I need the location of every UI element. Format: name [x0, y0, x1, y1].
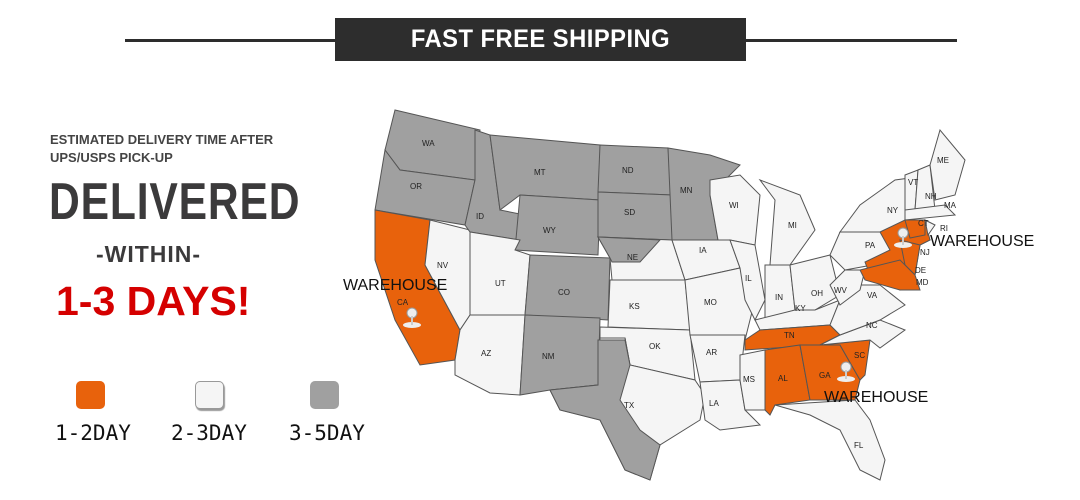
label-ia: IA — [699, 246, 707, 255]
state-wi — [709, 174, 761, 246]
label-sc: SC — [854, 351, 865, 360]
warehouse-pin-ga — [837, 361, 855, 382]
title-banner: FAST FREE SHIPPING — [335, 18, 746, 61]
label-wv: WV — [834, 286, 848, 295]
label-or: OR — [410, 182, 422, 191]
label-ca: CA — [397, 298, 409, 307]
state-nd — [597, 144, 673, 196]
label-ga: GA — [819, 371, 831, 380]
label-wy: WY — [543, 226, 557, 235]
delivery-subtitle: ESTIMATED DELIVERY TIME AFTER UPS/USPS P… — [50, 131, 273, 167]
label-tx: TX — [624, 401, 635, 410]
label-co: CO — [558, 288, 570, 297]
label-al: AL — [778, 374, 788, 383]
state-ne-slow-part — [597, 236, 662, 263]
legend-swatch-1-2day — [76, 381, 105, 409]
label-va: VA — [867, 291, 878, 300]
label-nv: NV — [437, 261, 449, 270]
state-me — [929, 128, 966, 201]
label-id: ID — [476, 212, 484, 221]
divider-left — [125, 39, 337, 42]
label-nc: NC — [866, 321, 878, 330]
legend-label-2-3day: 2-3DAY — [171, 421, 247, 445]
warehouse-label-southeast: WAREHOUSE — [824, 389, 928, 406]
state-ks — [607, 279, 691, 331]
label-ms: MS — [743, 375, 755, 384]
label-mn: MN — [680, 186, 693, 195]
state-fl — [774, 399, 886, 481]
label-ny: NY — [887, 206, 899, 215]
label-ok: OK — [649, 342, 661, 351]
label-ne: NE — [627, 253, 638, 262]
state-wy — [514, 194, 601, 256]
label-md: MD — [916, 278, 929, 287]
label-ky: KY — [795, 304, 806, 313]
label-ma: MA — [944, 201, 957, 210]
state-mo — [684, 267, 756, 341]
label-mt: MT — [534, 168, 546, 177]
divider-right — [744, 39, 957, 42]
label-me: ME — [937, 156, 949, 165]
label-sd: SD — [624, 208, 635, 217]
label-mo: MO — [704, 298, 717, 307]
warehouse-pin-ne — [894, 227, 912, 248]
state-wv — [829, 269, 866, 306]
warehouse-label-west: WAREHOUSE — [343, 277, 447, 294]
label-mi: MI — [788, 221, 797, 230]
state-ma — [904, 204, 957, 221]
within-text: -WITHIN- — [96, 241, 202, 267]
label-nj: NJ — [920, 248, 930, 257]
warehouse-pin-ca — [403, 307, 421, 328]
subtitle-line-2: UPS/USPS PICK-UP — [50, 150, 173, 165]
warehouse-label-northeast: WAREHOUSE — [930, 233, 1034, 250]
label-nd: ND — [622, 166, 634, 175]
label-wa: WA — [422, 139, 435, 148]
label-in: IN — [775, 293, 783, 302]
label-ct: CT — [918, 219, 929, 228]
label-de: DE — [915, 266, 926, 275]
label-la: LA — [709, 399, 719, 408]
label-wi: WI — [729, 201, 739, 210]
label-oh: OH — [811, 289, 823, 298]
subtitle-line-1: ESTIMATED DELIVERY TIME AFTER — [50, 132, 274, 147]
state-ms — [739, 349, 766, 411]
state-tx-slow-part — [549, 339, 661, 481]
label-pa: PA — [865, 241, 876, 250]
label-ar: AR — [706, 348, 717, 357]
label-ks: KS — [629, 302, 640, 311]
label-tn: TN — [784, 331, 795, 340]
legend-label-3-5day: 3-5DAY — [289, 421, 365, 445]
page-title: FAST FREE SHIPPING — [410, 25, 671, 53]
state-labels: WA OR CA NV ID MT WY UT CO AZ NM ND SD N… — [397, 139, 957, 450]
label-fl: FL — [854, 441, 864, 450]
label-ri: RI — [940, 224, 948, 233]
label-nm: NM — [542, 352, 555, 361]
legend-label-1-2day: 1-2DAY — [55, 421, 131, 445]
legend-swatch-2-3day — [195, 381, 224, 409]
state-nm — [519, 314, 601, 396]
label-nh: NH — [925, 192, 937, 201]
legend-swatch-3-5day — [310, 381, 339, 409]
delivered-headline: DELIVERED — [49, 173, 301, 231]
state-de-md — [859, 259, 921, 291]
label-az: AZ — [481, 349, 491, 358]
label-il: IL — [745, 274, 752, 283]
label-vt: VT — [908, 178, 918, 187]
state-ar — [689, 334, 746, 383]
label-ut: UT — [495, 279, 506, 288]
state-ri — [924, 219, 936, 237]
state-oh — [789, 254, 841, 311]
days-text: 1-3 DAYS! — [56, 278, 251, 324]
